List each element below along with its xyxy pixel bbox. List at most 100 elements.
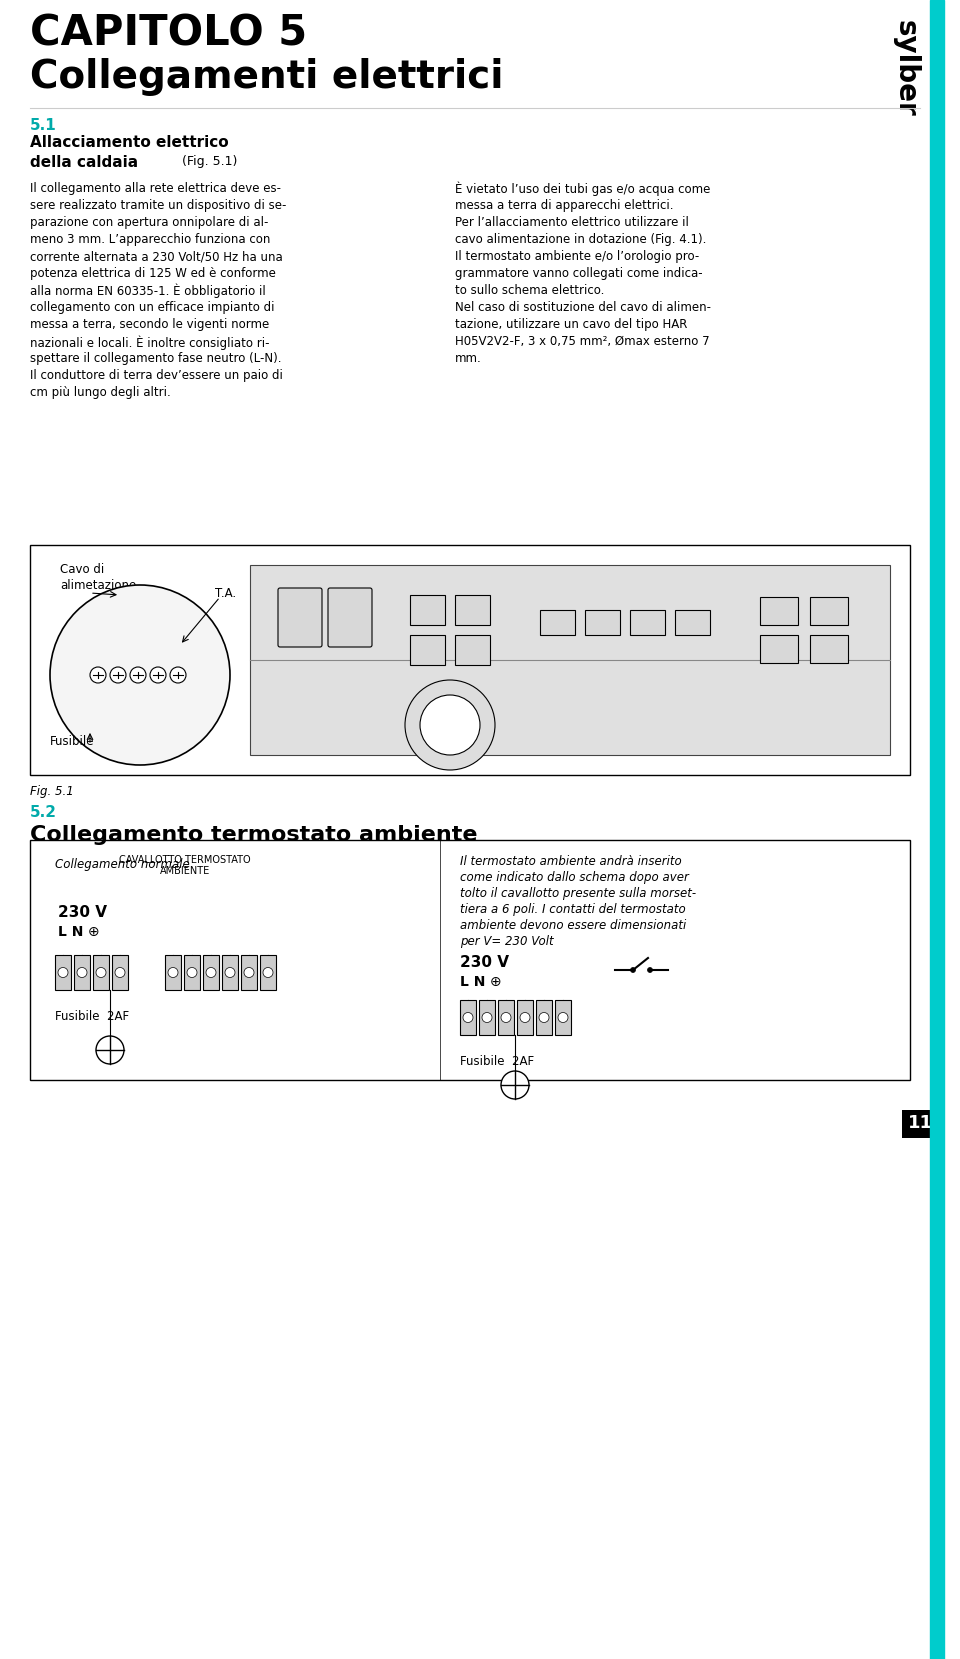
Circle shape	[647, 967, 653, 972]
Circle shape	[501, 1072, 529, 1098]
Text: Per l’allacciamento elettrico utilizzare il: Per l’allacciamento elettrico utilizzare…	[455, 216, 689, 229]
Text: alla norma EN 60335-1. È obbligatorio il: alla norma EN 60335-1. È obbligatorio il	[30, 284, 266, 299]
Bar	[760, 597, 798, 625]
Text: cavo alimentazione in dotazione (Fig. 4.1).: cavo alimentazione in dotazione (Fig. 4.…	[455, 232, 707, 246]
Text: Fusibile  2AF: Fusibile 2AF	[55, 1010, 130, 1024]
Text: 11: 11	[907, 1113, 932, 1131]
Circle shape	[244, 967, 254, 977]
Text: CAVALLOTTO TERMOSTATO: CAVALLOTTO TERMOSTATO	[119, 854, 251, 864]
Text: tolto il cavallotto presente sulla morset-: tolto il cavallotto presente sulla morse…	[460, 888, 696, 899]
Bar	[410, 596, 445, 625]
Circle shape	[558, 1012, 568, 1022]
Circle shape	[187, 967, 197, 977]
Circle shape	[77, 967, 87, 977]
Bar	[479, 1000, 495, 1035]
Text: corrente alternata a 230 Volt/50 Hz ha una: corrente alternata a 230 Volt/50 Hz ha u…	[30, 251, 283, 264]
Text: È vietato l’uso dei tubi gas e/o acqua come: È vietato l’uso dei tubi gas e/o acqua c…	[455, 182, 710, 196]
Bar	[30, 546, 910, 775]
Bar	[241, 956, 257, 990]
Bar	[540, 611, 575, 635]
Bar	[184, 956, 200, 990]
Text: 5.1: 5.1	[30, 118, 57, 133]
Text: Il collegamento alla rete elettrica deve es-: Il collegamento alla rete elettrica deve…	[30, 182, 281, 196]
Circle shape	[110, 667, 126, 684]
Bar	[222, 956, 238, 990]
Circle shape	[482, 1012, 492, 1022]
Text: meno 3 mm. L’apparecchio funziona con: meno 3 mm. L’apparecchio funziona con	[30, 232, 271, 246]
Circle shape	[90, 667, 106, 684]
Bar	[203, 956, 219, 990]
Text: messa a terra, secondo le vigenti norme: messa a terra, secondo le vigenti norme	[30, 319, 269, 332]
Bar	[93, 956, 109, 990]
Bar	[55, 956, 71, 990]
Circle shape	[130, 667, 146, 684]
Text: Il termostato ambiente e/o l’orologio pro-: Il termostato ambiente e/o l’orologio pr…	[455, 251, 699, 264]
Text: sylber: sylber	[892, 20, 920, 116]
Text: tiera a 6 poli. I contatti del termostato: tiera a 6 poli. I contatti del termostat…	[460, 902, 685, 916]
Bar	[536, 1000, 552, 1035]
Text: come indicato dallo schema dopo aver: come indicato dallo schema dopo aver	[460, 871, 689, 884]
Text: per V= 230 Volt: per V= 230 Volt	[460, 936, 554, 947]
Bar	[930, 0, 944, 1659]
Bar	[250, 566, 890, 755]
Text: collegamento con un efficace impianto di: collegamento con un efficace impianto di	[30, 300, 275, 314]
Text: Nel caso di sostituzione del cavo di alimen-: Nel caso di sostituzione del cavo di ali…	[455, 300, 711, 314]
Bar	[810, 635, 848, 664]
Bar	[30, 839, 910, 1080]
Circle shape	[96, 1035, 124, 1063]
Circle shape	[263, 967, 273, 977]
Circle shape	[168, 967, 178, 977]
Text: Cavo di: Cavo di	[60, 562, 105, 576]
Text: (Fig. 5.1): (Fig. 5.1)	[178, 154, 237, 168]
Text: CAPITOLO 5: CAPITOLO 5	[30, 12, 307, 55]
Text: mm.: mm.	[455, 352, 482, 365]
Circle shape	[225, 967, 235, 977]
Text: Allacciamento elettrico: Allacciamento elettrico	[30, 134, 228, 149]
Text: parazione con apertura onnipolare di al-: parazione con apertura onnipolare di al-	[30, 216, 269, 229]
Bar	[810, 597, 848, 625]
Text: alimetazione: alimetazione	[60, 579, 136, 592]
Circle shape	[501, 1012, 511, 1022]
Bar	[260, 956, 276, 990]
Bar	[498, 1000, 514, 1035]
Circle shape	[96, 967, 106, 977]
Bar	[517, 1000, 533, 1035]
Text: cm più lungo degli altri.: cm più lungo degli altri.	[30, 387, 171, 400]
Text: T.A.: T.A.	[215, 587, 236, 601]
Text: Collegamenti elettrici: Collegamenti elettrici	[30, 58, 503, 96]
Circle shape	[405, 680, 495, 770]
Circle shape	[631, 967, 636, 972]
Text: sere realizzato tramite un dispositivo di se-: sere realizzato tramite un dispositivo d…	[30, 199, 286, 212]
Circle shape	[170, 667, 186, 684]
Text: 230 V: 230 V	[58, 906, 107, 921]
Text: Fusibile: Fusibile	[50, 735, 94, 748]
Bar	[675, 611, 710, 635]
Bar	[165, 956, 181, 990]
Text: H05V2V2-F, 3 x 0,75 mm², Ømax esterno 7: H05V2V2-F, 3 x 0,75 mm², Ømax esterno 7	[455, 335, 709, 348]
Text: Il conduttore di terra dev’essere un paio di: Il conduttore di terra dev’essere un pai…	[30, 368, 283, 382]
Text: Collegamento termostato ambiente: Collegamento termostato ambiente	[30, 825, 477, 844]
Bar	[74, 956, 90, 990]
Text: L N: L N	[460, 975, 486, 989]
Bar	[410, 635, 445, 665]
Circle shape	[520, 1012, 530, 1022]
Text: ambiente devono essere dimensionati: ambiente devono essere dimensionati	[460, 919, 686, 932]
Text: tazione, utilizzare un cavo del tipo HAR: tazione, utilizzare un cavo del tipo HAR	[455, 319, 687, 332]
Bar	[902, 1110, 938, 1138]
Text: ⊕: ⊕	[490, 975, 502, 989]
Text: Fig. 5.1: Fig. 5.1	[30, 785, 74, 798]
Circle shape	[539, 1012, 549, 1022]
Text: grammatore vanno collegati come indica-: grammatore vanno collegati come indica-	[455, 267, 703, 280]
Bar	[460, 1000, 476, 1035]
Bar	[112, 956, 128, 990]
Bar	[455, 635, 490, 665]
Circle shape	[420, 695, 480, 755]
Text: Fusibile  2AF: Fusibile 2AF	[460, 1055, 534, 1068]
Text: Collegamento normale: Collegamento normale	[55, 858, 190, 871]
Text: 5.2: 5.2	[30, 805, 57, 820]
Text: 230 V: 230 V	[460, 956, 509, 971]
Text: messa a terra di apparecchi elettrici.: messa a terra di apparecchi elettrici.	[455, 199, 674, 212]
Circle shape	[50, 586, 230, 765]
Text: potenza elettrica di 125 W ed è conforme: potenza elettrica di 125 W ed è conforme	[30, 267, 276, 280]
Circle shape	[206, 967, 216, 977]
